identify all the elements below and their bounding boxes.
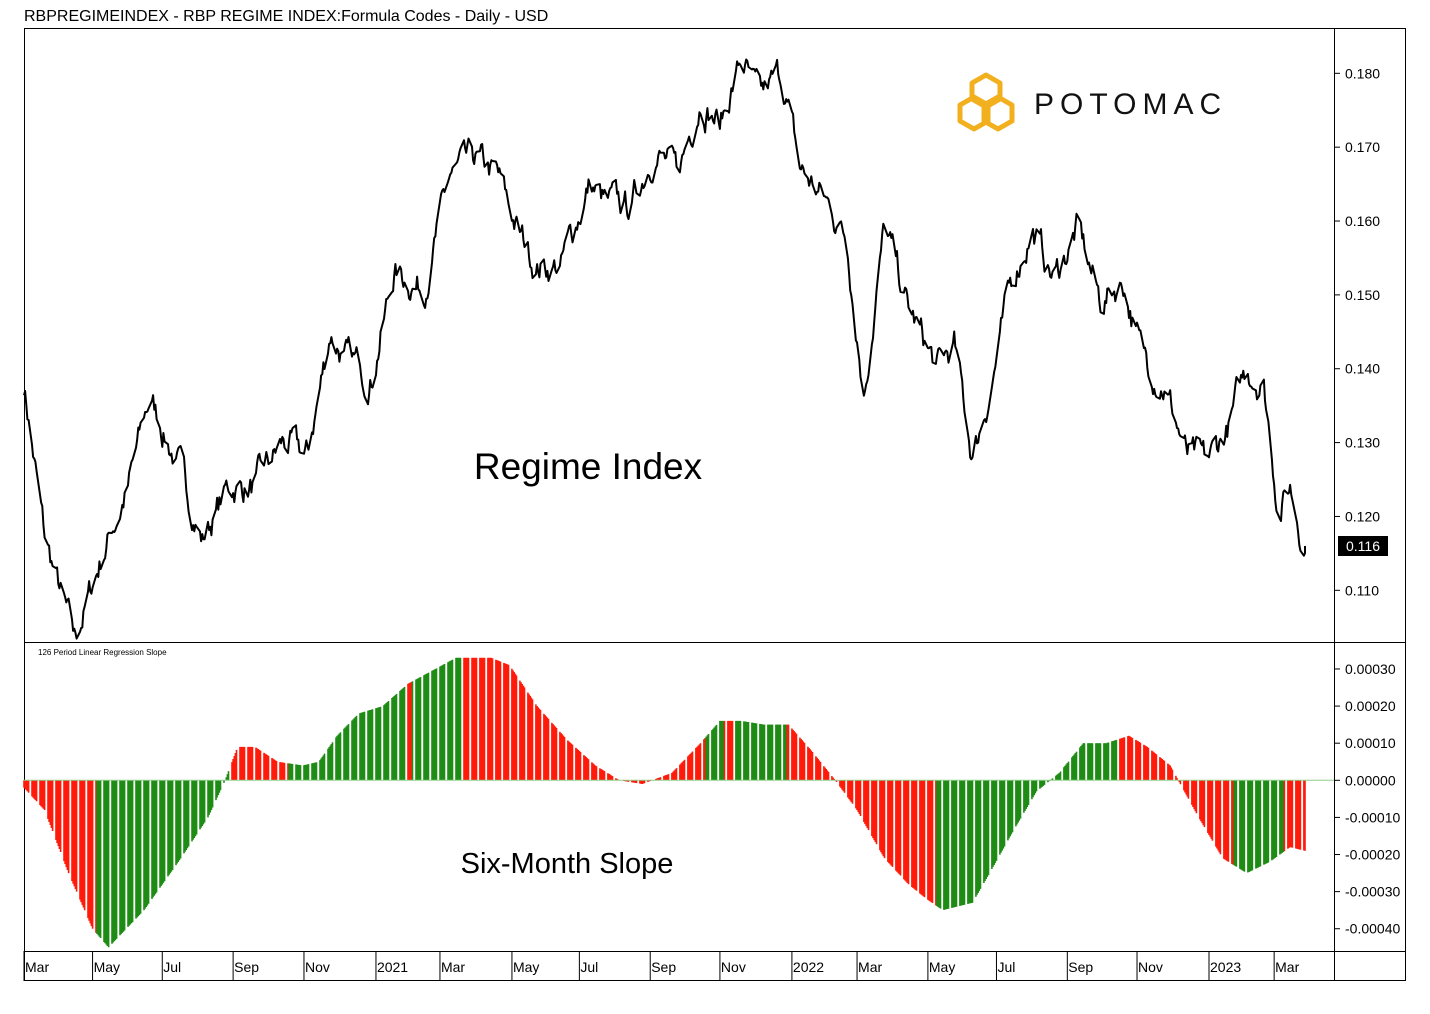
price-axis: 0.110 0.120 0.130 0.140 0.150 0.160 0.170 0.180 (1334, 65, 1380, 598)
slope-axis: -0.00040 -0.00030 -0.00020 -0.00010 0.00000 0… (1334, 661, 1400, 937)
slope-bars (23, 657, 1306, 948)
slope-tick-label: -0.00020 (1345, 847, 1400, 863)
date-tick-label: Nov (305, 959, 330, 975)
date-tick-label: May (94, 959, 120, 975)
date-axis: Mar May Jul Sep Nov 2021 Mar May Jul Sep Nov 2022 Ma… (23, 951, 1300, 981)
date-tick-label: Jul (580, 959, 598, 975)
date-tick-label: Mar (25, 959, 49, 975)
six-month-slope-annotation: Six-Month Slope (461, 848, 674, 880)
date-tick-label: Jul (997, 959, 1015, 975)
price-tick-label: 0.130 (1345, 435, 1380, 451)
slope-tick-label: 0.00010 (1345, 735, 1396, 751)
price-tick-label: 0.180 (1345, 65, 1380, 81)
date-tick-label: Mar (1275, 959, 1299, 975)
date-tick-label: Jul (163, 959, 181, 975)
potomac-logo: POTOMAC (957, 72, 1227, 132)
date-tick-label: Nov (721, 959, 746, 975)
date-tick-label: 2023 (1210, 959, 1241, 975)
potomac-logo-icon (957, 72, 1015, 132)
date-tick-label: May (513, 959, 539, 975)
price-tick-label: 0.110 (1345, 582, 1379, 598)
price-tick-label: 0.170 (1345, 139, 1380, 155)
date-tick-label: Mar (858, 959, 882, 975)
chart-frame (24, 28, 1406, 981)
price-tick-label: 0.160 (1345, 213, 1380, 229)
slope-tick-label: -0.00040 (1345, 921, 1400, 937)
date-tick-label: Sep (1068, 959, 1093, 975)
regime-index-annotation: Regime Index (474, 446, 703, 487)
price-tick-label: 0.120 (1345, 508, 1380, 524)
last-value-label: 0.116 (1346, 538, 1380, 554)
date-tick-label: 2021 (377, 959, 408, 975)
slope-tick-label: 0.00030 (1345, 661, 1396, 677)
regime-index-line (23, 58, 1306, 640)
slope-panel-title: 126 Period Linear Regression Slope (38, 648, 167, 657)
slope-tick-label: 0.00020 (1345, 698, 1396, 714)
chart-title: RBPREGIMEINDEX - RBP REGIME INDEX:Formul… (24, 8, 549, 25)
last-value-tag: 0.116 (1338, 536, 1388, 556)
slope-tick-label: -0.00030 (1345, 884, 1400, 900)
date-tick-label: Nov (1138, 959, 1163, 975)
slope-tick-label: -0.00010 (1345, 809, 1400, 825)
date-tick-label: Sep (651, 959, 676, 975)
potomac-logo-text: POTOMAC (1034, 88, 1227, 121)
date-tick-label: Mar (441, 959, 465, 975)
price-tick-label: 0.140 (1345, 361, 1380, 377)
date-tick-label: May (929, 959, 955, 975)
price-tick-label: 0.150 (1345, 287, 1380, 303)
date-tick-label: Sep (234, 959, 259, 975)
date-tick-label: 2022 (793, 959, 824, 975)
slope-tick-label: 0.00000 (1345, 772, 1396, 788)
